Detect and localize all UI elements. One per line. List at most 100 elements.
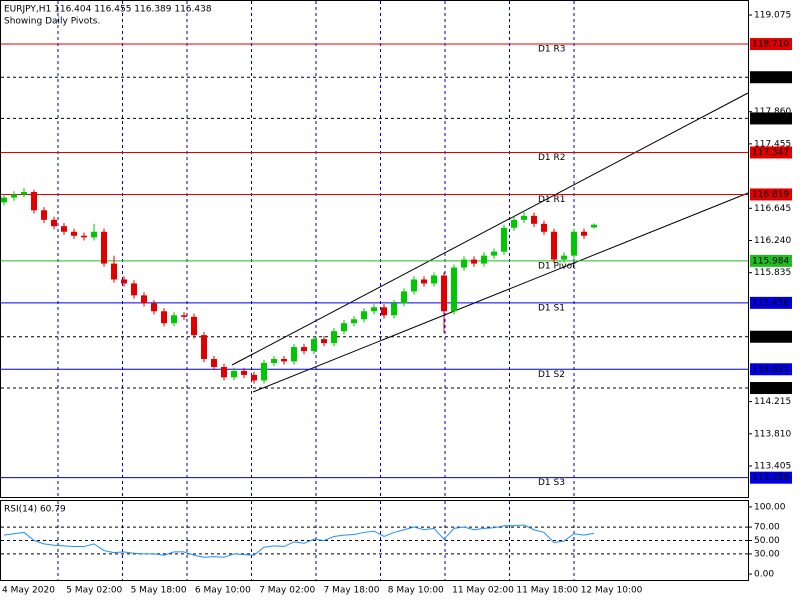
- candle-body: [361, 311, 367, 320]
- trend-line: [231, 92, 749, 366]
- y-tick-label: 0.00: [754, 570, 774, 580]
- candle-body: [81, 235, 87, 238]
- candle-body: [171, 315, 177, 324]
- level-name: D1 S3: [538, 478, 565, 488]
- candle-body: [311, 339, 317, 352]
- x-tick-label: 4 May 2020: [2, 586, 55, 596]
- level-name: D1 S2: [538, 370, 565, 380]
- candle-body: [591, 224, 597, 228]
- candle-body: [251, 374, 257, 381]
- candle-body: [571, 231, 577, 256]
- candle-body: [121, 279, 127, 284]
- candle-body: [321, 339, 327, 344]
- x-tick-label: 11 May 02:00: [452, 586, 514, 596]
- chart-subtitle: Showing Daily Pivots.: [4, 17, 100, 27]
- candle-body: [491, 251, 497, 256]
- price-box: [750, 382, 792, 395]
- price-box-label: 117.347: [752, 148, 789, 158]
- candle-body: [141, 295, 147, 304]
- candle-body: [21, 191, 27, 195]
- price-box-label: 115.030: [752, 332, 789, 342]
- price-box-label: 115.456: [752, 298, 789, 308]
- candle-body: [61, 226, 67, 232]
- candle-body: [261, 362, 267, 381]
- candle-body: [541, 223, 547, 232]
- y-tick-label: 100.00: [754, 502, 786, 512]
- y-tick-label: 115.835: [754, 268, 791, 278]
- candle-body: [511, 219, 517, 228]
- rsi-title: RSI(14) 60.79: [4, 505, 66, 515]
- candle-body: [531, 215, 537, 224]
- candle-body: [241, 370, 247, 375]
- price-box-label: 113.258: [752, 473, 789, 483]
- level-name: D1 S1: [538, 303, 565, 313]
- candle-body: [401, 291, 407, 304]
- price-box: [750, 38, 792, 51]
- price-box: [750, 71, 792, 84]
- price-box: [750, 188, 792, 201]
- x-tick-label: 5 May 18:00: [131, 586, 187, 596]
- candle-body: [131, 283, 137, 296]
- candle-body: [211, 359, 217, 367]
- candle-body: [231, 370, 237, 378]
- price-box-label: 116.819: [752, 190, 789, 200]
- candle-body: [221, 366, 227, 378]
- candle-body: [71, 231, 77, 236]
- candle-body: [111, 263, 117, 280]
- y-tick-label: 119.075: [754, 11, 791, 21]
- candle-body: [41, 210, 47, 220]
- candle-body: [441, 275, 447, 312]
- candle-body: [271, 359, 277, 363]
- candle-body: [91, 231, 97, 238]
- price-box: [750, 254, 792, 267]
- candle-body: [11, 194, 17, 198]
- price-box-label: 115.984: [752, 256, 789, 266]
- price-box-label: 114.621: [752, 365, 789, 375]
- x-tick-label: 7 May 02:00: [259, 586, 315, 596]
- candle-body: [481, 255, 487, 264]
- main-frame: [0, 0, 749, 498]
- x-tick-label: 12 May 10:00: [581, 586, 643, 596]
- candle-body: [371, 307, 377, 312]
- price-box: [750, 296, 792, 309]
- candle-body: [301, 347, 307, 352]
- candle-body: [501, 227, 507, 252]
- y-tick-label: 113.810: [754, 429, 791, 439]
- y-tick-label: 117.455: [754, 139, 791, 149]
- candle-body: [521, 215, 527, 220]
- price-box: [750, 363, 792, 376]
- level-name: D1 R1: [538, 195, 566, 205]
- x-tick-label: 5 May 02:00: [66, 586, 122, 596]
- candle-body: [411, 279, 417, 292]
- price-box-label: 118.293: [752, 73, 789, 83]
- price-box: [750, 112, 792, 125]
- price-box: [750, 330, 792, 343]
- candle-body: [341, 323, 347, 332]
- y-tick-label: 116.240: [754, 236, 791, 246]
- trend-line: [252, 192, 749, 393]
- candle-body: [561, 255, 567, 260]
- level-name: D1 Pivot: [538, 261, 576, 271]
- price-box-label: 114.385: [752, 384, 789, 394]
- price-box-label: 117.775: [752, 114, 789, 124]
- level-name: D1 R3: [538, 45, 566, 55]
- candle-body: [1, 197, 7, 203]
- candle-body: [581, 231, 587, 236]
- y-tick-label: 116.645: [754, 204, 791, 214]
- candle-body: [151, 303, 157, 312]
- rsi-line: [3, 524, 595, 558]
- y-tick-label: 117.860: [754, 107, 791, 117]
- candle-body: [391, 303, 397, 316]
- candle-body: [101, 231, 107, 264]
- candle-body: [381, 307, 387, 316]
- candle-body: [461, 259, 467, 268]
- x-tick-label: 8 May 10:00: [388, 586, 444, 596]
- y-tick-label: 114.215: [754, 397, 791, 407]
- chart-title: EURJPY,H1 116.404 116.455 116.389 116.43…: [4, 5, 212, 15]
- candle-body: [551, 231, 557, 260]
- candle-body: [331, 331, 337, 344]
- y-tick-label: 30.00: [754, 549, 780, 559]
- price-box-label: 118.710: [752, 40, 789, 50]
- price-box: [750, 471, 792, 484]
